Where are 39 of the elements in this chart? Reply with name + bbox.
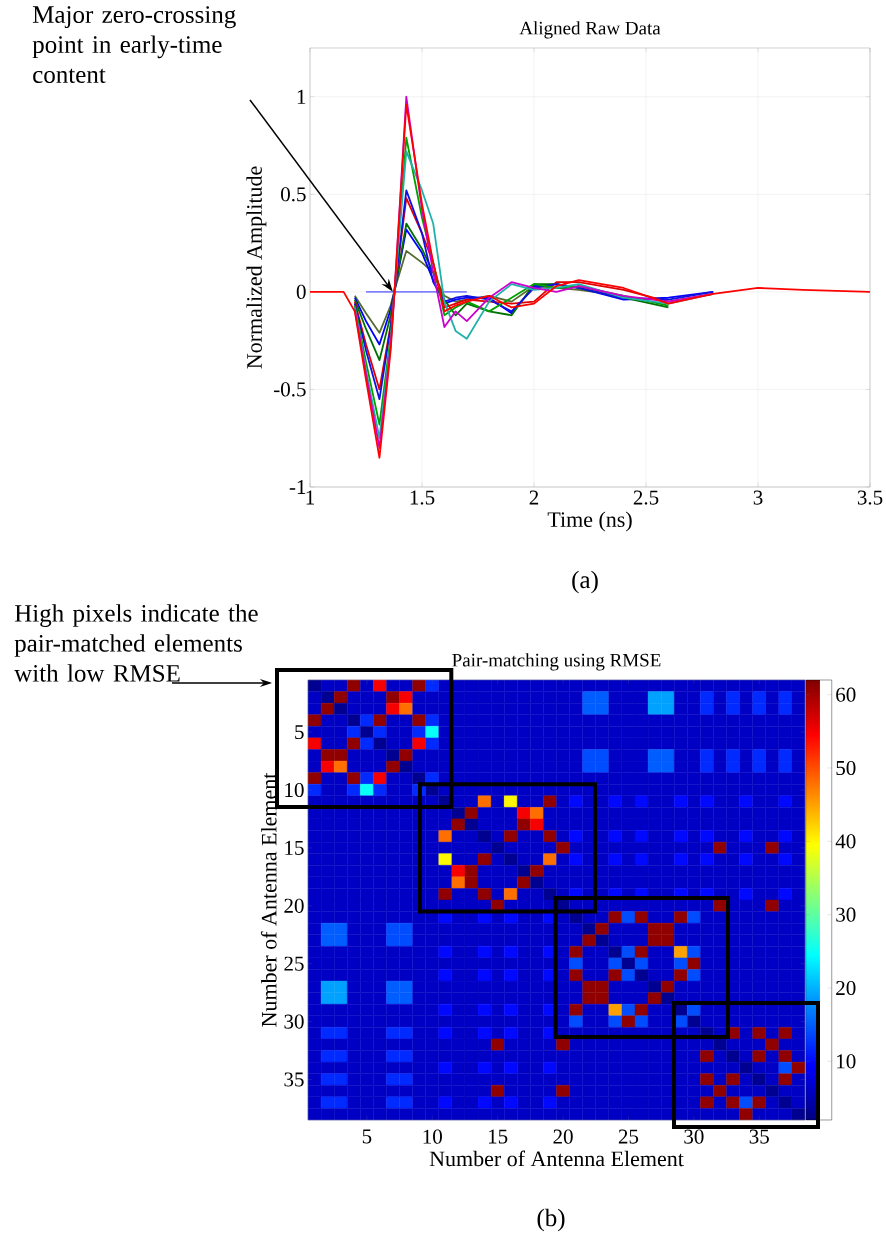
y-tick-label: 5 (294, 725, 304, 740)
y-tick-label: -1 (289, 480, 305, 494)
x-tick-label: 15 (488, 1129, 508, 1144)
y-tick-label: 30 (284, 1014, 304, 1029)
y-tick-label: 1 (297, 89, 305, 104)
color-bar-label: 60 (835, 687, 856, 702)
x-tick-label: 2 (529, 490, 538, 505)
color-bar-label: 50 (836, 760, 856, 776)
y-tick-label: 15 (285, 840, 304, 855)
y-tick-label: 10 (285, 782, 304, 798)
chart-title: Aligned Raw Data (519, 21, 661, 39)
y-tick-label: 0.5 (280, 187, 306, 202)
color-bar-label: 30 (836, 907, 856, 922)
x-tick-label: 35 (749, 1129, 769, 1144)
x-tick-label: 25 (618, 1129, 638, 1144)
x-tick-label: 2.5 (633, 490, 659, 505)
y-tick-label: -0.5 (273, 382, 306, 397)
x-tick-label: 3.5 (857, 490, 883, 505)
y-tick-label: 25 (284, 956, 304, 971)
x-tick-label: 10 (423, 1129, 442, 1144)
text: (b) (537, 1208, 565, 1232)
color-bar-label: 20 (835, 980, 856, 996)
chart-title: Pair-matching using RMSE (452, 653, 661, 671)
color-bar-label: 10 (836, 1054, 856, 1069)
annotation: Major zero-crossing point in early-time content (32, 6, 236, 83)
x-tick-label: 20 (553, 1129, 573, 1144)
x-tick-label: 5 (362, 1129, 372, 1144)
x-tick-label: 30 (684, 1129, 704, 1144)
text: High pixels indicate the pair-matched elements with low RMSE (14, 604, 258, 682)
x-axis-title: Time (ns) (547, 511, 632, 532)
text: (a) (572, 570, 598, 594)
y-tick-label: 20 (284, 898, 304, 913)
y-tick-label: 0 (296, 284, 306, 299)
y-tick-label: 35 (284, 1072, 304, 1087)
x-axis-title: Number of Antenna Element (429, 1150, 684, 1167)
x-tick-label: 3 (753, 490, 763, 505)
color-bar-label: 40 (835, 834, 856, 849)
y-axis-title: Normalized Amplitude (246, 166, 267, 369)
x-tick-label: 1.5 (410, 490, 435, 505)
